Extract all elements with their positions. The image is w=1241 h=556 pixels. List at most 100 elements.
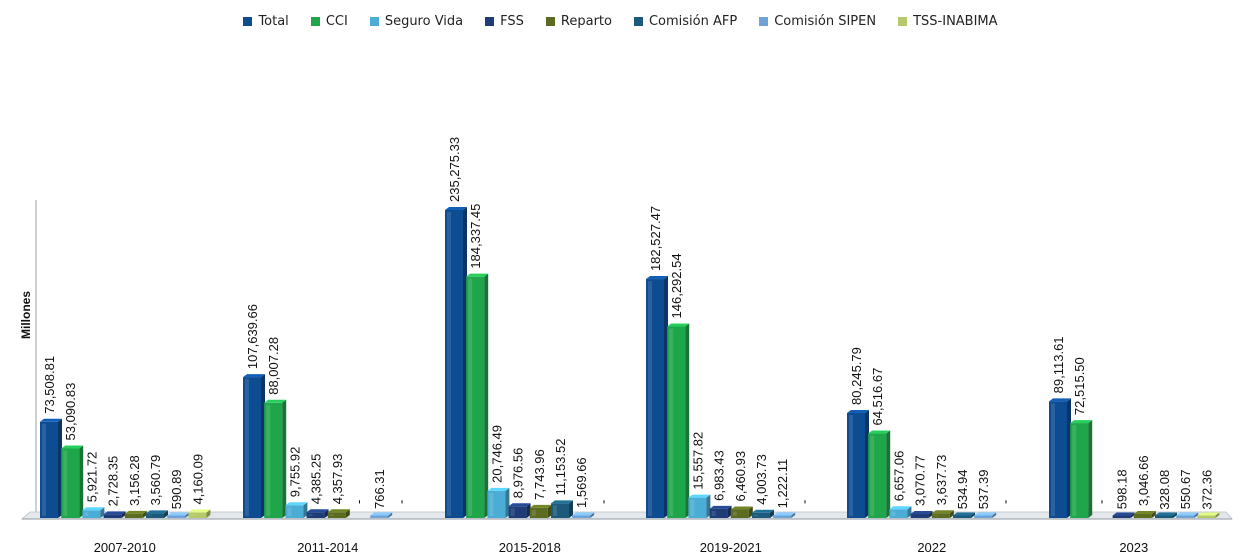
legend-item-tss-inabima: TSS-INABIMA <box>898 14 998 29</box>
data-label-cci-2019-2021: 146,292.54 <box>669 253 684 318</box>
legend-swatch <box>485 17 495 26</box>
bar-body <box>688 497 707 518</box>
legend-item-reparto: Reparto <box>545 14 612 29</box>
chart-legend: Total CCI Seguro Vida FSS Reparto Comisión AF… <box>0 14 1241 29</box>
data-label-reparto-2011-2014: 4,357.93 <box>330 454 345 505</box>
bar-body <box>953 515 971 518</box>
data-label-seguro-vida-2011-2014: 9,755.92 <box>287 447 302 498</box>
data-label-comision-sipen-2011-2014: 766.31 <box>372 469 387 509</box>
bar-body <box>370 515 389 518</box>
bar-body <box>1070 423 1089 518</box>
bar-highlight <box>690 499 695 516</box>
bar-body <box>1197 515 1216 518</box>
y-axis-label: Millones <box>19 291 33 339</box>
data-label-comision-afp-2007-2010: 3,560.79 <box>148 455 163 506</box>
bar-top <box>868 430 891 434</box>
bar-top <box>285 502 308 506</box>
bar-top <box>1112 512 1135 516</box>
bar-highlight <box>287 507 292 516</box>
data-label-comision-afp-2011-2014: - <box>351 500 366 504</box>
bar-highlight <box>329 514 334 516</box>
bar-side <box>1173 512 1177 518</box>
bar-top <box>1133 511 1156 515</box>
bar-body <box>752 512 770 518</box>
bar-body <box>124 513 143 518</box>
bar-side <box>886 430 891 518</box>
bar-body <box>1155 515 1173 518</box>
bar-fss-2022 <box>910 510 933 518</box>
bar-body <box>327 512 346 518</box>
bar-body <box>466 276 485 518</box>
bar-total-2011-2014 <box>243 374 265 518</box>
bar-total-2019-2021 <box>646 276 668 518</box>
bar-body <box>61 448 80 518</box>
bar-top <box>974 512 997 516</box>
bar-side <box>79 445 84 518</box>
bar-highlight <box>468 278 473 516</box>
bar-highlight <box>190 514 195 516</box>
bar-total-2015-2018 <box>445 207 467 518</box>
data-label-reparto-2007-2010: 3,156.28 <box>127 455 142 506</box>
bar-side <box>1130 512 1135 518</box>
data-label-fss-2023: 598.18 <box>1115 469 1130 509</box>
bar-highlight <box>754 514 758 516</box>
bar-body <box>1133 514 1152 518</box>
bars-layer <box>40 207 1220 518</box>
bar-top <box>709 505 732 509</box>
data-label-reparto-2022: 3,637.73 <box>934 455 949 506</box>
bar-side <box>164 510 168 518</box>
legend-label: Reparto <box>560 14 612 29</box>
bar-cci-2019-2021 <box>667 323 690 518</box>
bar-side <box>590 512 595 518</box>
data-label-fss-2007-2010: 2,728.35 <box>106 456 121 507</box>
bar-side <box>971 512 975 518</box>
bar-top <box>953 512 975 516</box>
bar-top <box>466 273 489 277</box>
legend-swatch <box>243 17 253 26</box>
bar-top <box>551 500 573 504</box>
bar-fss-2023 <box>1112 512 1135 518</box>
category-labels-layer: 2007-2010 2011-2014 2015-2018 2019-2021 2022… <box>94 540 1149 555</box>
bar-top <box>1049 398 1071 402</box>
bar-body <box>487 490 506 518</box>
bar-highlight <box>245 379 249 516</box>
bar-comision-sipen-2015-2018 <box>572 512 595 518</box>
bar-highlight <box>84 512 89 516</box>
data-label-seguro-vida-2019-2021: 15,557.82 <box>690 432 705 490</box>
bar-comision-afp-2022 <box>953 512 975 518</box>
bar-body <box>167 515 186 518</box>
bar-side <box>907 506 912 518</box>
category-label-2019-2021: 2019-2021 <box>700 540 762 555</box>
bar-top <box>146 510 168 514</box>
bar-side <box>261 374 265 518</box>
legend-label: Seguro Vida <box>384 14 464 29</box>
bar-highlight <box>63 450 68 516</box>
legend-swatch <box>759 17 769 26</box>
bar-side <box>206 509 211 518</box>
data-label-tss-inabima-2019-2021: - <box>796 500 811 504</box>
data-label-seguro-vida-2022: 6,657.06 <box>891 451 906 502</box>
bar-cci-2011-2014 <box>264 399 287 518</box>
bar-highlight <box>266 404 271 516</box>
bar-top <box>264 399 287 403</box>
bar-top <box>752 509 774 513</box>
bar-top <box>243 374 265 378</box>
bar-body <box>188 512 207 518</box>
data-label-comision-afp-2023: 328.08 <box>1157 470 1172 510</box>
bar-side <box>727 505 732 518</box>
bar-top <box>306 509 329 513</box>
bar-body <box>847 412 865 518</box>
bar-highlight <box>711 510 716 516</box>
bar-seguro-vida-2019-2021 <box>688 494 711 518</box>
data-label-seguro-vida-2015-2018: 20,746.49 <box>489 425 504 483</box>
data-label-total-2022: 80,245.79 <box>849 347 864 405</box>
bar-comision-afp-2007-2010 <box>146 510 168 518</box>
bar-top <box>688 494 711 498</box>
bar-highlight <box>42 423 46 516</box>
bar-top <box>167 512 190 516</box>
legend-swatch <box>898 17 908 26</box>
legend-item-cci: CCI <box>310 14 348 29</box>
data-label-fss-2019-2021: 6,983.43 <box>712 450 727 501</box>
data-label-fss-2015-2018: 8,976.56 <box>511 448 526 499</box>
bar-side <box>1215 512 1220 518</box>
